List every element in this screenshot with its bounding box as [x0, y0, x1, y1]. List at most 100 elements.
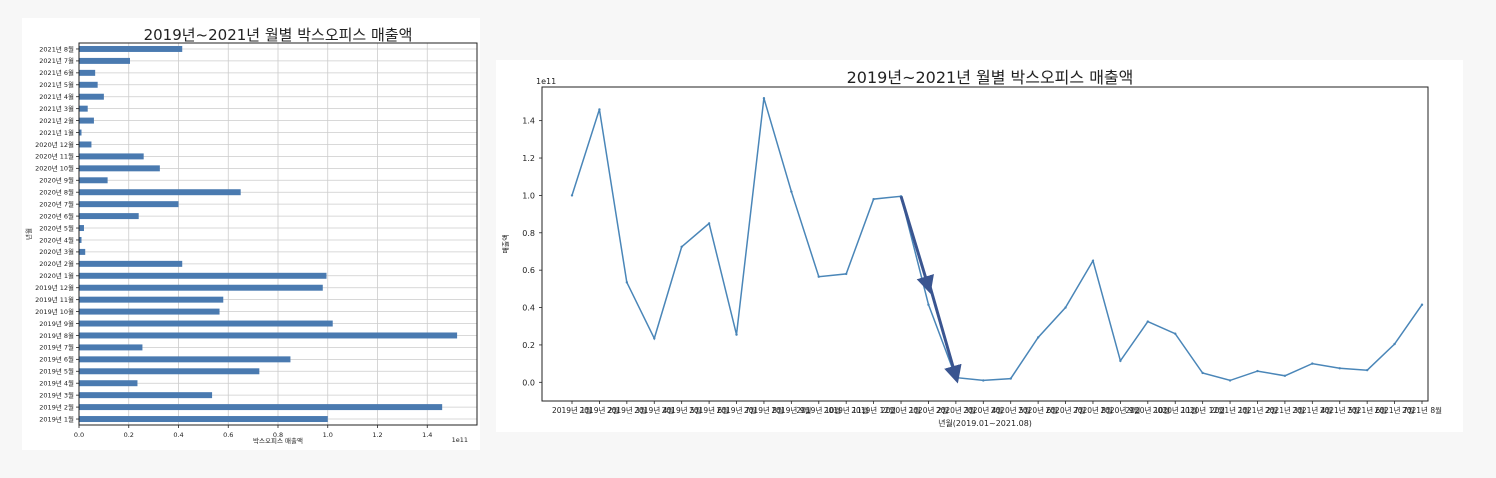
bar-y-tick-label: 2021년 3월 [39, 104, 74, 113]
bar [79, 356, 291, 363]
bar [79, 225, 84, 232]
bar [79, 368, 260, 375]
line-point [1338, 367, 1341, 370]
line-point [1064, 306, 1067, 309]
line-chart-title: 2019년~2021년 월별 박스오피스 매출액 [847, 68, 1134, 87]
bar-y-tick-label: 2020년 11월 [35, 152, 74, 161]
line-x-tick-label: 2020년 1월 [881, 405, 921, 415]
line-point [1146, 320, 1150, 323]
bar [79, 129, 82, 136]
bar-y-tick-label: 2019년 2월 [39, 402, 74, 411]
bar [79, 201, 179, 208]
line-point [1174, 332, 1177, 335]
bar [79, 308, 220, 315]
bar-x-tick-label: 0.6 [223, 431, 233, 439]
line-point [598, 108, 601, 111]
bar [79, 332, 458, 339]
line-x-tick-label: 2021년 3월 [1265, 405, 1305, 415]
line-series [571, 97, 1423, 382]
bar [79, 105, 88, 112]
line-point [927, 303, 930, 306]
line-x-tick-label: 2020년 12월 [1180, 405, 1225, 415]
bar-x-tick-label: 1.4 [422, 431, 432, 439]
bar-y-tick-label: 2021년 7월 [39, 56, 74, 65]
line-x-tick-label: 2021년 5월 [1320, 405, 1360, 415]
line-point [1009, 377, 1012, 380]
line-point [1311, 362, 1314, 365]
line-point [1228, 379, 1232, 382]
bar-y-tick-label: 2020년 12월 [35, 140, 74, 149]
bar-y-tick-label: 2021년 4월 [39, 92, 74, 101]
bar-y-tick-label: 2020년 3월 [39, 247, 74, 256]
line-y-tick-label: 0.6 [522, 266, 535, 275]
line-x-tick-label: 2021년 1월 [1210, 405, 1250, 415]
bar-y-tick-label: 2019년 4월 [39, 379, 74, 388]
bar-y-axis-label: 년월 [24, 228, 33, 240]
line-y-offset-label: 1e11 [536, 77, 556, 86]
line-point [762, 97, 766, 100]
line-x-tick-label: 2019년 9월 [771, 405, 811, 415]
bar [79, 81, 98, 88]
line-x-tick-label: 2019년 5월 [662, 405, 702, 415]
line-y-axis-label: 매출액 [501, 234, 510, 253]
line-chart-panel: 2019년~2021년 월별 박스오피스 매출액 1e11 0.0 0.2 0.4 0… [496, 60, 1463, 432]
bar [79, 165, 160, 172]
bar [79, 260, 183, 267]
bar-y-tick-label: 2020년 7월 [39, 199, 74, 208]
line-y-tick-label: 0.8 [522, 229, 535, 238]
bar [79, 380, 138, 387]
bar [79, 320, 333, 327]
bar-y-tick-label: 2019년 3월 [39, 390, 74, 399]
line-x-tick-label: 2019년 7월 [716, 405, 756, 415]
bar-y-tick-label: 2019년 11월 [35, 295, 74, 304]
bar-x-tick-label: 1.2 [372, 431, 382, 439]
bar-y-tick-label: 2020년 1월 [39, 271, 74, 280]
bar [79, 213, 139, 220]
bar-y-tick-label: 2021년 2월 [39, 116, 74, 125]
bar-y-tick-label: 2020년 4월 [39, 235, 74, 244]
bar-y-tick-label: 2019년 8월 [39, 331, 74, 340]
bar-chart: 2019년~2021년 월별 박스오피스 매출액 2019년 1월 2019년 2… [24, 26, 478, 445]
line-point [844, 272, 848, 276]
bar-y-tick-label: 2020년 10월 [35, 164, 74, 173]
bar-x-tick-label: 0.8 [273, 431, 283, 439]
bar-y-tick-label: 2020년 8월 [39, 188, 74, 197]
line-x-tick-label: 2019년 12월 [851, 405, 896, 415]
line-point [1036, 336, 1040, 339]
line-x-tick-label: 2019년 4월 [634, 405, 674, 415]
line-x-tick-label: 2019년 3월 [607, 405, 647, 415]
line-x-tick-label: 2021년 7월 [1375, 405, 1415, 415]
bar-y-tick-label: 2019년 5월 [39, 367, 74, 376]
bar [79, 153, 144, 160]
bar [79, 69, 96, 76]
line-point [872, 197, 875, 201]
line-chart: 2019년~2021년 월별 박스오피스 매출액 1e11 0.0 0.2 0.4 0… [501, 68, 1442, 428]
line-point [1393, 342, 1396, 346]
line-y-tick-label: 0.0 [522, 378, 535, 387]
bar-y-tick-label: 2019년 9월 [39, 319, 74, 328]
line-x-tick-label: 2021년 4월 [1292, 405, 1332, 415]
line-x-tick-label: 2019년 1월 [552, 405, 592, 415]
bar [79, 344, 143, 351]
line-point [1420, 303, 1424, 306]
line-x-axis-label: 년월(2019.01~2021.08) [938, 418, 1032, 428]
bar [79, 117, 94, 124]
line-x-tick-label: 2020년 10월 [1125, 405, 1170, 415]
line-x-tick-label: 2020년 7월 [1046, 405, 1086, 415]
bar-y-tick-label: 2019년 1월 [39, 414, 74, 423]
line-point [1256, 369, 1259, 373]
bar-y-tick-label: 2021년 6월 [39, 68, 74, 77]
line-x-tick-label: 2021년 8월 [1402, 405, 1442, 415]
line-y-tick-label: 0.2 [522, 341, 535, 350]
bar-y-tick-label: 2020년 5월 [39, 223, 74, 232]
bar-x-offset-label: 1e11 [452, 436, 468, 444]
line-x-tick-label: 2019년 8월 [744, 405, 784, 415]
bar-x-tick-label: 0.2 [124, 431, 134, 439]
line-x-tick-label: 2020년 8월 [1073, 405, 1113, 415]
line-x-tick-label: 2019년 11월 [824, 405, 869, 415]
bar-y-tick-label: 2019년 7월 [39, 343, 74, 352]
bar [79, 296, 224, 303]
bar [79, 272, 327, 279]
line-x-tick-label: 2020년 5월 [991, 405, 1031, 415]
bar [79, 45, 183, 52]
